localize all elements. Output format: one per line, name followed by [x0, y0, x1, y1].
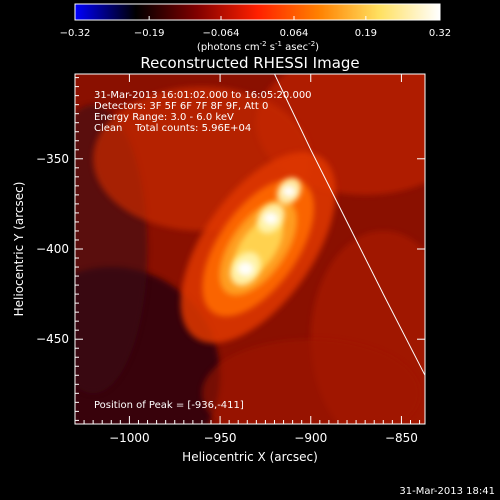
colorbar-tick-label: 0.19	[355, 28, 377, 39]
plot-area: −1000 −950 −900 −850 −350 −400 −450 31-Mar-201…	[36, 73, 426, 445]
emission-source-core	[237, 262, 254, 276]
colorbar-unit-label: (photons cm-2 s-1 asec-2)	[197, 40, 319, 53]
colorbar-tick-label: −0.064	[202, 28, 239, 39]
chart-title: Reconstructed RHESSI Image	[140, 54, 359, 72]
annotation-energy: Energy Range: 3.0 - 6.0 keV	[94, 112, 234, 123]
heatmap-image	[75, 74, 425, 424]
emission-source-core	[263, 212, 278, 225]
x-tick-label: −950	[204, 431, 237, 445]
y-axis-label: Heliocentric Y (arcsec)	[12, 182, 26, 317]
annotation-clean: Clean Total counts: 5.96E+04	[94, 123, 251, 134]
colorbar-ticks: −0.32 −0.19 −0.064 0.064 0.19 0.32	[60, 16, 451, 39]
axis-ticks: −1000 −950 −900 −850 −350 −400 −450	[36, 74, 425, 445]
peak-position-label: Position of Peak = [-936,-411]	[94, 400, 244, 411]
timestamp: 31-Mar-2013 18:41	[399, 486, 495, 497]
annotation-detectors: Detectors: 3F 5F 6F 7F 8F 9F, Att 0	[94, 101, 268, 112]
background-patch	[201, 339, 420, 424]
colorbar-gradient	[74, 3, 441, 21]
annotation-block: 31-Mar-2013 16:01:02.000 to 16:05:20.000…	[94, 90, 312, 134]
solar-limb	[274, 74, 425, 376]
x-tick-label: −850	[385, 431, 418, 445]
y-tick-label: −400	[36, 242, 69, 256]
emission-source-core	[282, 185, 296, 197]
y-tick-label: −350	[36, 152, 69, 166]
colorbar-tick-label: 0.32	[429, 28, 451, 39]
colorbar-tick-label: 0.064	[280, 28, 309, 39]
colorbar: −0.32 −0.19 −0.064 0.064 0.19 0.32 (photons c…	[60, 3, 451, 53]
x-axis-label: Heliocentric X (arcsec)	[182, 450, 318, 464]
colorbar-tick-label: −0.32	[60, 28, 91, 39]
colorbar-tick-label: −0.19	[134, 28, 165, 39]
x-tick-label: −1000	[109, 431, 150, 445]
annotation-time: 31-Mar-2013 16:01:02.000 to 16:05:20.000	[94, 90, 312, 101]
x-tick-label: −900	[294, 431, 327, 445]
y-tick-label: −450	[36, 332, 69, 346]
